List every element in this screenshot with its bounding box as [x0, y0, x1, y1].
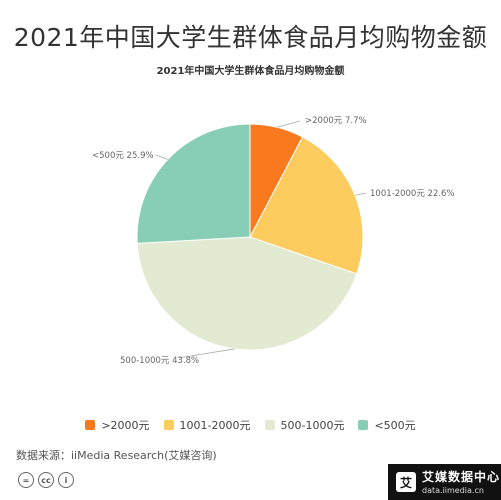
slice-label: >2000元 7.7% [305, 116, 367, 126]
leader-line [276, 120, 301, 128]
brand-badge: 艾 艾媒数据中心 data.iimedia.cn [388, 464, 501, 500]
slice-label: 500-1000元 43.8% [120, 356, 199, 366]
person-icon: i [58, 472, 74, 488]
legend-swatch [264, 420, 275, 430]
legend-swatch [358, 420, 369, 430]
legend-label: 1001-2000元 [179, 419, 251, 432]
license-icons: = cc i [18, 472, 74, 488]
brand-url: data.iimedia.cn [422, 486, 484, 495]
slice-lt500 [136, 123, 251, 244]
legend-label: >2000元 [101, 419, 150, 432]
chart-title: 2021年中国大学生群体食品月均购物金额 [156, 66, 345, 77]
legend-item-lt500[interactable]: <500元 [358, 417, 416, 433]
legend-swatch [85, 420, 96, 430]
equals-icon: = [18, 472, 34, 488]
brand-logo: 艾 [396, 472, 416, 492]
leader-line [155, 154, 169, 160]
slice-label: <500元 25.9% [92, 151, 154, 161]
brand-name: 艾媒数据中心 [422, 470, 501, 484]
slice-500-1000 [136, 236, 358, 351]
legend-item-gt2000[interactable]: >2000元 [85, 417, 150, 433]
page-title: 2021年中国大学生群体食品月均购物金额 [13, 23, 488, 52]
legend-swatch [163, 420, 174, 430]
data-source: 数据来源：iiMedia Research(艾媒咨询) [16, 449, 217, 462]
legend-item-1001-2000[interactable]: 1001-2000元 [163, 417, 251, 433]
chart-legend: >2000元 1001-2000元 500-1000元 <500元 [0, 417, 501, 433]
leader-line [354, 192, 367, 196]
leader-line [177, 348, 235, 359]
legend-item-500-1000[interactable]: 500-1000元 [264, 417, 345, 433]
cc-icon: cc [38, 472, 54, 488]
legend-label: 500-1000元 [280, 419, 345, 432]
legend-label: <500元 [374, 419, 416, 432]
slice-label: 1001-2000元 22.6% [370, 189, 455, 199]
slice-1001-2000 [249, 136, 364, 275]
